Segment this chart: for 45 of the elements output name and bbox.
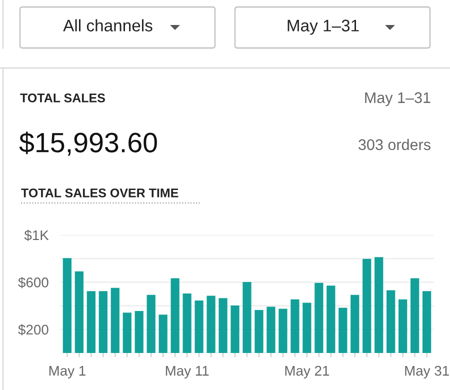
text: May 1–31 [288, 20, 359, 35]
y-tick-label: $600 [18, 276, 48, 288]
bar [146, 294, 156, 353]
bar [194, 300, 204, 353]
bar [62, 258, 72, 353]
x-tick-label: May 11 [166, 366, 209, 378]
text: TOTAL SALES [20, 94, 105, 102]
bar [362, 258, 372, 353]
bar [98, 291, 108, 353]
chart-title: TOTAL SALES OVER TIME [21, 188, 178, 198]
bar [110, 288, 120, 353]
text: All channels [63, 19, 152, 32]
bar [278, 308, 288, 353]
x-tick-label: May 31 [405, 366, 449, 378]
bar [206, 296, 216, 353]
bar [158, 314, 168, 353]
bar [86, 291, 96, 353]
bar [134, 310, 144, 353]
bar [266, 306, 276, 353]
bar [218, 298, 228, 353]
bar [350, 294, 360, 353]
bar [254, 310, 264, 353]
bar [374, 257, 384, 353]
bar [398, 299, 408, 353]
bar [338, 308, 348, 353]
text: May 1–31 [365, 92, 430, 106]
bar [242, 282, 252, 353]
y-tick-label: $200 [18, 324, 48, 336]
bar [302, 302, 312, 353]
bar [290, 299, 300, 353]
bar [386, 290, 396, 353]
x-tick-label: May 1 [49, 366, 86, 378]
bar [182, 294, 192, 353]
bar [422, 291, 432, 353]
bar [326, 286, 336, 353]
bar [170, 278, 180, 353]
text: $15,993.60 [19, 132, 157, 156]
text: 303 orders [358, 138, 430, 150]
y-tick-label: $1K [24, 230, 49, 241]
x-tick-label: May 21 [285, 366, 330, 378]
bar [410, 278, 420, 353]
bar [230, 305, 240, 353]
bar [74, 271, 84, 353]
bar [122, 312, 132, 353]
bar [314, 282, 324, 353]
